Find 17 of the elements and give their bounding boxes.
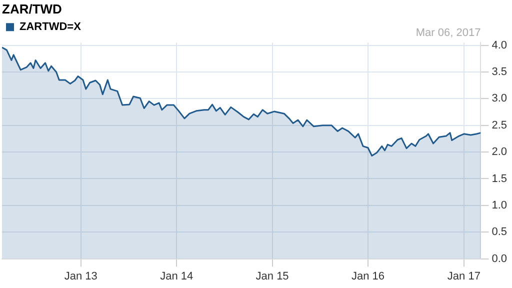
y-tick-label: 0.5 [492,226,508,238]
x-tick-label: Jan 16 [351,270,384,282]
y-tick-label: 2.0 [492,146,508,158]
y-tick-label: 4.0 [492,39,508,52]
x-tick-label: Jan 14 [160,270,194,282]
text: Mar 06, 2017 [416,27,481,40]
y-tick-label: 3.0 [492,92,508,105]
y-tick-label: 1.0 [492,199,508,212]
y-tick-label: 3.5 [492,66,508,78]
chart-title: ZAR/TWD [2,1,62,16]
x-tick-label: Jan 17 [447,270,480,282]
y-tick-label: 2.5 [492,119,508,132]
x-tick-label: Jan 15 [256,270,289,282]
y-tick-label: 1.5 [492,172,508,185]
x-tick-label: Jan 13 [64,270,98,282]
legend-label: ZARTWD=X [20,21,82,34]
y-tick-label: 0.0 [492,252,508,265]
